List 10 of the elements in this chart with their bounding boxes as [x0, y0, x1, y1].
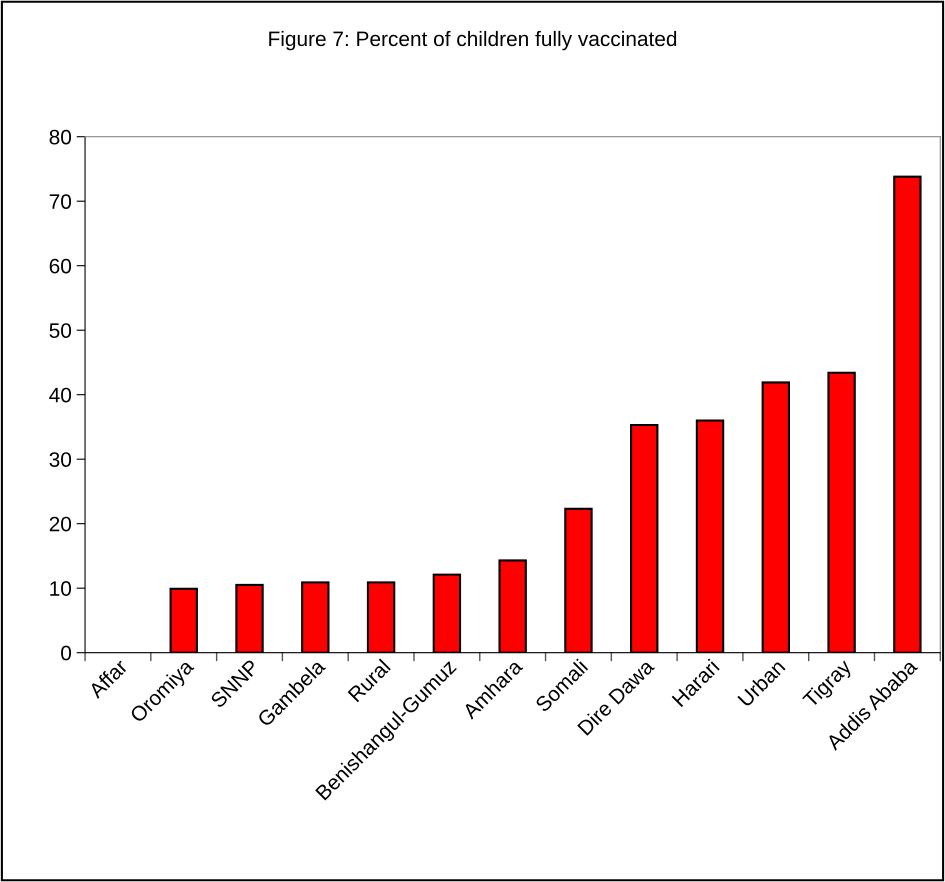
y-tick-label: 70 [50, 194, 72, 209]
y-tick-label: 0 [61, 646, 72, 660]
y-tick-label: 30 [49, 452, 72, 467]
y-tick-label: 40 [49, 388, 72, 402]
y-tick-label: 80 [50, 130, 72, 144]
y-tick-label: 10 [50, 581, 72, 596]
y-tick-label: 60 [50, 258, 72, 274]
chart-title: Figure 7: Percent of children fully vaccinated [269, 30, 676, 50]
y-tick-label: 50 [50, 323, 72, 338]
y-tick-label: 20 [50, 516, 72, 532]
